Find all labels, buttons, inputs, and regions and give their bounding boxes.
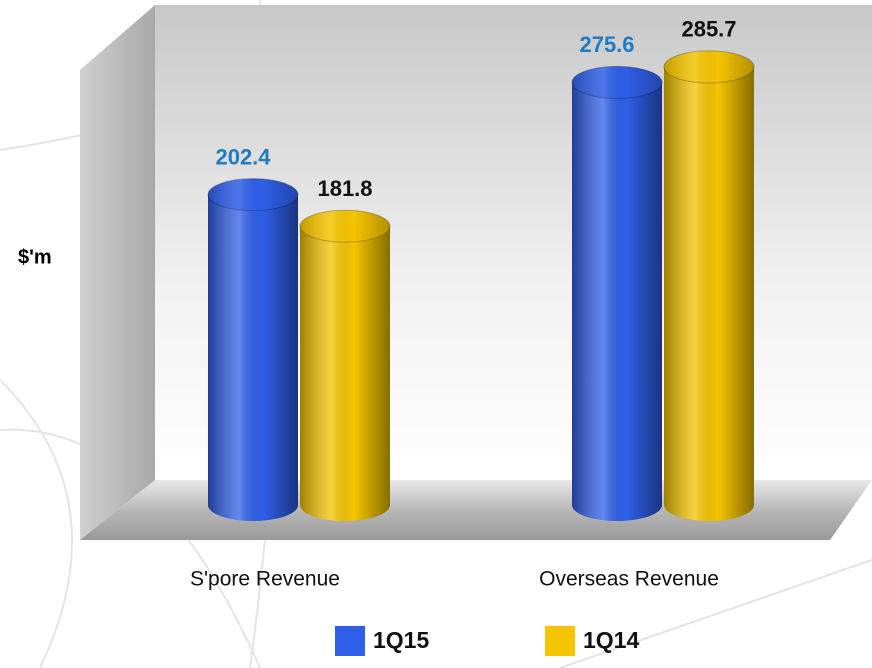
- cylinder: [207, 178, 299, 522]
- cylinder-top-shade: [208, 178, 298, 211]
- legend-swatch: [545, 626, 575, 656]
- value-label: 275.6: [579, 32, 634, 57]
- cylinder-shade: [572, 82, 662, 521]
- cylinder-shade: [664, 66, 754, 521]
- legend-swatch: [335, 626, 365, 656]
- value-label: 285.7: [681, 17, 736, 42]
- value-label: 202.4: [215, 144, 271, 169]
- cylinder-top-shade: [664, 50, 754, 83]
- x-tick-label: S'pore Revenue: [190, 568, 340, 591]
- y-axis-label: $'m: [18, 246, 52, 268]
- value-label: 181.8: [317, 176, 372, 201]
- cylinder: [663, 50, 755, 521]
- x-tick-label: Overseas Revenue: [539, 568, 719, 591]
- cylinder: [571, 65, 663, 521]
- legend-label: 1Q14: [583, 627, 639, 653]
- cylinder-shade: [208, 194, 298, 522]
- legend-label: 1Q15: [373, 627, 429, 653]
- cylinder-top-shade: [572, 66, 662, 99]
- cylinder: [299, 209, 391, 522]
- cylinder-shade: [300, 226, 390, 522]
- cylinder-top-shade: [300, 210, 390, 243]
